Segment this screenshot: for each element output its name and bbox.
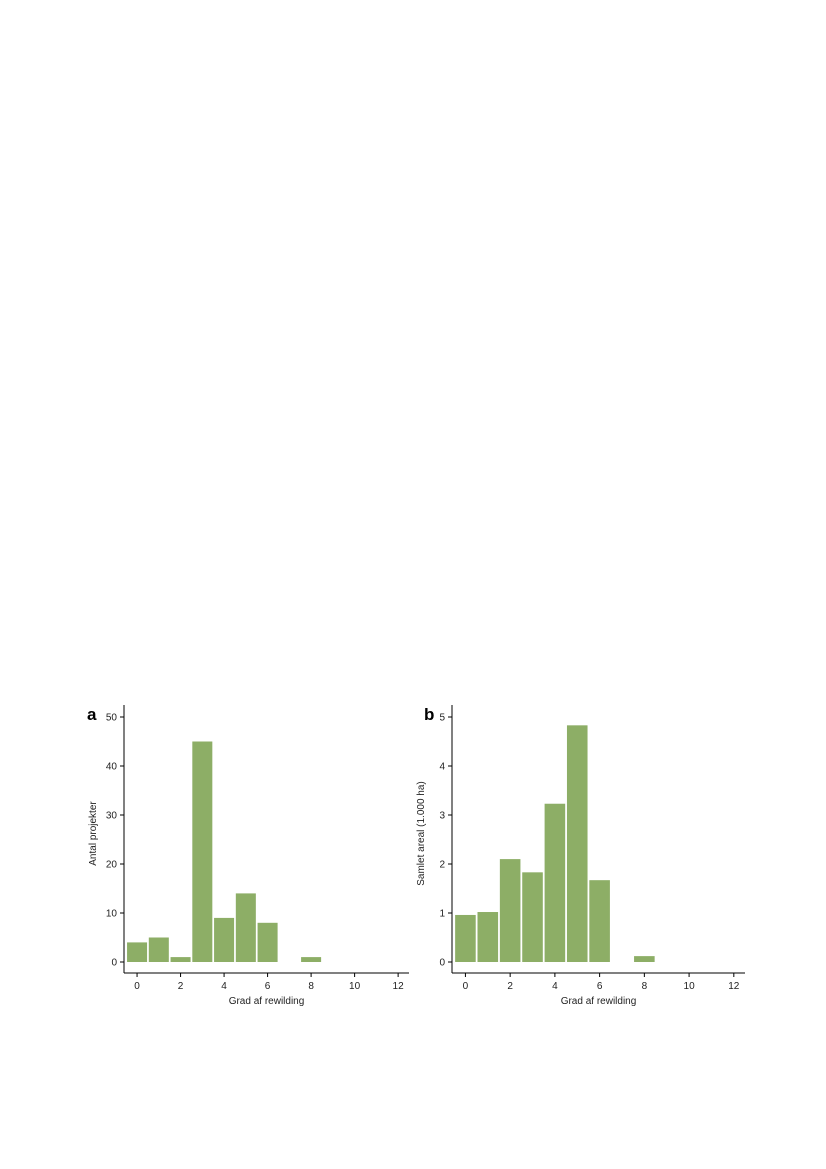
x-tick-label: 0 — [134, 981, 140, 992]
bar-a-1 — [148, 937, 169, 962]
x-tick-label: 2 — [178, 981, 184, 992]
bar-a-6 — [257, 922, 278, 962]
bar-b-0 — [455, 914, 476, 962]
panel-letter-b: b — [424, 705, 434, 724]
x-tick-label: 10 — [684, 981, 696, 992]
x-axis-title: Grad af rewilding — [561, 996, 637, 1007]
y-tick-label: 1 — [439, 909, 445, 920]
bar-a-0 — [127, 942, 148, 962]
bar-b-5 — [566, 725, 588, 962]
x-tick-label: 2 — [507, 981, 513, 992]
panel-letter-a: a — [87, 705, 97, 724]
x-axis-title: Grad af rewilding — [229, 996, 305, 1007]
bar-b-4 — [544, 803, 566, 962]
y-tick-label: 50 — [106, 713, 118, 724]
y-tick-label: 20 — [106, 860, 118, 871]
y-tick-label: 0 — [439, 958, 445, 969]
bar-b-3 — [522, 872, 543, 962]
bar-b-2 — [499, 859, 521, 962]
bar-a-4 — [214, 917, 235, 962]
y-axis-title: Samlet areal (1.000 ha) — [416, 781, 427, 886]
y-tick-label: 10 — [106, 909, 118, 920]
bar-a-8 — [301, 957, 322, 962]
y-tick-label: 3 — [439, 811, 445, 822]
y-tick-label: 5 — [439, 713, 445, 724]
x-tick-label: 4 — [221, 981, 227, 992]
bar-a-3 — [192, 741, 213, 962]
y-axis-title: Antal projekter — [88, 801, 99, 866]
x-tick-label: 0 — [463, 981, 469, 992]
bar-a-5 — [235, 893, 256, 962]
bar-a-2 — [170, 957, 191, 962]
y-tick-label: 4 — [439, 762, 445, 773]
y-tick-label: 2 — [439, 860, 445, 871]
x-tick-label: 8 — [308, 981, 314, 992]
chart-a: a 0 10 20 30 40 50 0 2 4 6 8 10 12 Grad af rewilding A… — [87, 705, 409, 1007]
bar-b-1 — [477, 912, 499, 962]
bar-b-6 — [589, 880, 610, 962]
bar-b-8 — [634, 956, 655, 962]
x-tick-label: 6 — [265, 981, 271, 992]
x-tick-label: 4 — [552, 981, 558, 992]
x-tick-label: 12 — [728, 981, 740, 992]
x-tick-label: 8 — [642, 981, 648, 992]
x-tick-label: 10 — [349, 981, 361, 992]
x-tick-label: 12 — [393, 981, 405, 992]
y-tick-label: 0 — [111, 958, 117, 969]
x-tick-label: 6 — [597, 981, 603, 992]
y-tick-label: 30 — [106, 811, 118, 822]
y-tick-label: 40 — [106, 762, 118, 773]
